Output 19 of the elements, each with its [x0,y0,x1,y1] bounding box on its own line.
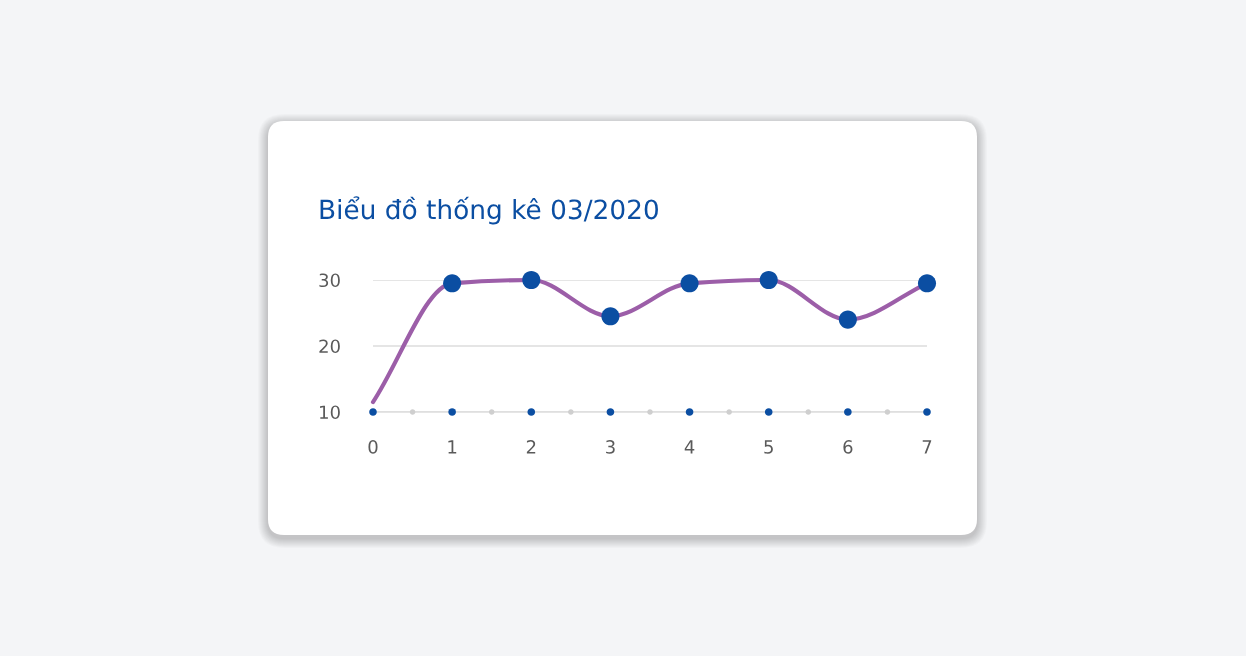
x-tick-label: 3 [606,440,615,454]
x-tick-label: 6 [843,440,853,454]
x-tick-label: 4 [684,440,695,454]
x-tick-label: 2 [526,440,536,454]
chart-title: Biểu đồ thống kê 03/2020 [320,196,658,225]
y-tick-label: 20 [319,339,340,354]
point [522,270,541,290]
x-tick-label: 1 [448,440,457,454]
point [680,274,699,293]
point [443,274,462,293]
y-tick-label: 10 [320,405,340,420]
point [759,270,778,290]
point [917,274,937,293]
x-tick-label: 7 [922,440,932,454]
y-tick-label: 30 [319,273,340,288]
x-tick-label: 5 [764,440,773,454]
point [601,307,620,326]
point [838,310,857,329]
x-tick-label: 0 [368,440,378,454]
